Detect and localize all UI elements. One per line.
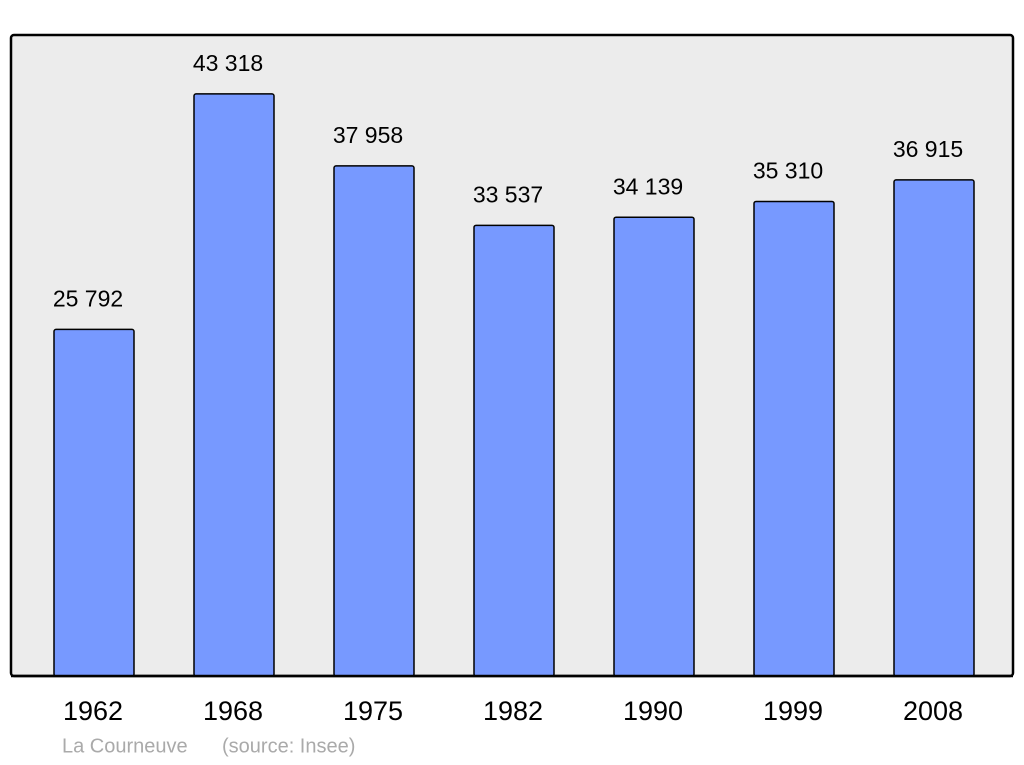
- chart-note: La Courneuve: [62, 735, 188, 757]
- bar: [893, 179, 975, 677]
- chart-source: (source: Insee): [222, 735, 355, 757]
- value-label: 35 310: [753, 158, 823, 184]
- bar: [193, 93, 275, 677]
- x-tick-label: 1999: [763, 696, 823, 726]
- value-label: 34 139: [613, 173, 683, 199]
- value-label: 37 958: [333, 122, 403, 148]
- value-label: 36 915: [893, 136, 963, 162]
- bar: [613, 216, 695, 677]
- bar: [753, 200, 835, 677]
- x-tick-label: 1968: [203, 696, 263, 726]
- value-label: 25 792: [53, 285, 123, 311]
- bar: [333, 165, 415, 677]
- x-tick-label: 2008: [903, 696, 963, 726]
- value-label: 43 318: [193, 50, 263, 76]
- bar: [473, 224, 555, 677]
- x-tick-label: 1990: [623, 696, 683, 726]
- x-tick-label: 1962: [63, 696, 123, 726]
- value-label: 33 537: [473, 181, 543, 207]
- bar: [53, 328, 135, 677]
- x-tick-label: 1975: [343, 696, 403, 726]
- x-tick-label: 1982: [483, 696, 543, 726]
